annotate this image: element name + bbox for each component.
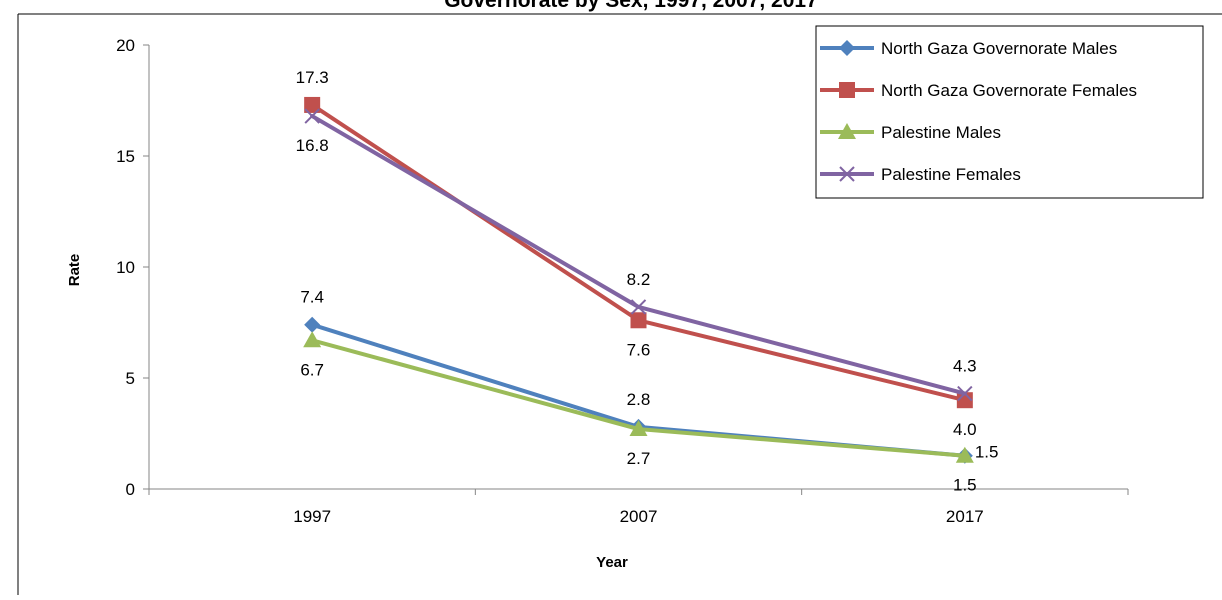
data-point <box>303 331 322 348</box>
y-tick-label: 5 <box>126 369 135 388</box>
data-point <box>629 420 648 437</box>
data-point <box>630 312 647 329</box>
data-label: 4.3 <box>953 357 977 376</box>
data-label: 1.5 <box>975 443 999 462</box>
x-axis-ticks: 1997 2007 2017 <box>148 489 1129 526</box>
legend-entry-label: North Gaza Governorate Males <box>881 39 1117 58</box>
data-label: 17.3 <box>296 68 329 87</box>
series-layer <box>303 96 974 464</box>
legend-box <box>815 25 1204 199</box>
data-label: 8.2 <box>627 270 651 289</box>
data-label: 4.0 <box>953 420 977 439</box>
legend-swatch-marker <box>839 166 855 182</box>
data-label: 1.5 <box>953 476 977 495</box>
legend-entry-label: Palestine Males <box>881 123 1001 142</box>
y-tick-label: 15 <box>116 147 135 166</box>
data-point <box>304 96 321 113</box>
y-axis-title: Rate <box>66 254 83 287</box>
data-point <box>957 385 973 402</box>
x-tick-label: 1997 <box>293 507 331 526</box>
y-tick-label: 10 <box>116 258 135 277</box>
x-axis-title: Year <box>596 554 628 571</box>
data-label: 16.8 <box>296 136 329 155</box>
data-point <box>304 108 320 124</box>
legend-entry-label: North Gaza Governorate Females <box>881 81 1137 100</box>
y-tick-label: 0 <box>126 480 135 499</box>
data-labels: 7.4 2.8 1.5 17.3 7.6 4.0 6.7 2.7 1.5 16.8 8.2 4.3 <box>296 68 999 495</box>
legend-swatch-marker <box>838 123 856 139</box>
y-axis-ticks: 0 5 10 15 20 <box>116 36 149 499</box>
data-label: 6.7 <box>300 360 324 379</box>
x-tick-label: 2017 <box>946 507 984 526</box>
data-point <box>304 316 321 333</box>
legend-entry-label: Palestine Females <box>881 165 1021 184</box>
legend-swatch-marker <box>839 40 855 56</box>
data-label: 2.8 <box>627 390 651 409</box>
data-label: 2.7 <box>627 449 651 468</box>
data-label: 7.6 <box>627 340 651 359</box>
y-tick-label: 20 <box>116 36 135 55</box>
data-point <box>955 446 974 463</box>
legend: North Gaza Governorate Males North Gaza G… <box>815 25 1204 199</box>
chart-title: Governorate by Sex, 1997, 2007, 2017 <box>444 0 818 12</box>
data-label: 7.4 <box>300 288 324 307</box>
legend-swatch-marker <box>839 82 855 98</box>
x-tick-label: 2007 <box>620 507 658 526</box>
data-point <box>630 299 647 315</box>
